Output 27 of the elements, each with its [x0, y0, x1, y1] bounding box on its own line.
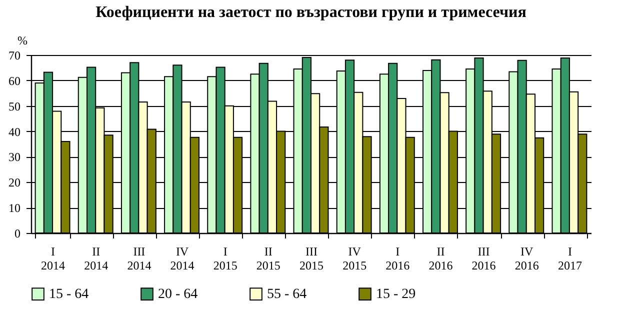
x-tick-label: IV 2016 — [514, 244, 539, 272]
x-tick-label: II 2014 — [84, 244, 108, 272]
x-tick-label: II 2016 — [428, 244, 453, 272]
x-tick-label: I 2015 — [213, 244, 238, 272]
y-tick-label: 20 — [8, 176, 20, 190]
x-tick-label: IV 2014 — [170, 244, 194, 272]
y-tick-label: 70 — [8, 48, 20, 62]
legend-label: 15 - 64 — [49, 287, 89, 302]
x-tick-label: III 2014 — [127, 244, 152, 272]
y-tick-label: 40 — [8, 124, 20, 139]
y-tick-label: 0 — [14, 226, 20, 240]
y-axis-title: % — [18, 34, 28, 48]
x-tick-label: II 2015 — [256, 244, 280, 272]
x-tick-label: IV 2015 — [342, 244, 367, 272]
y-tick-label: 10 — [8, 201, 20, 216]
y-tick-label: 60 — [8, 74, 20, 88]
legend-label: 15 - 29 — [376, 287, 416, 302]
x-tick-label: I 2014 — [41, 244, 66, 272]
x-tick-label: III 2016 — [472, 244, 496, 272]
chart-title: Коефициенти на заетост по възрастови групи и тримесечия — [96, 4, 527, 21]
x-tick-label: I 2016 — [386, 244, 410, 272]
y-tick-label: 50 — [8, 99, 20, 114]
legend-label: 55 - 64 — [267, 287, 307, 302]
legend-label: 20 - 64 — [158, 287, 198, 302]
x-tick-label: III 2015 — [300, 244, 324, 272]
y-tick-label: 30 — [8, 150, 20, 164]
x-tick-label: I 2017 — [558, 244, 582, 272]
